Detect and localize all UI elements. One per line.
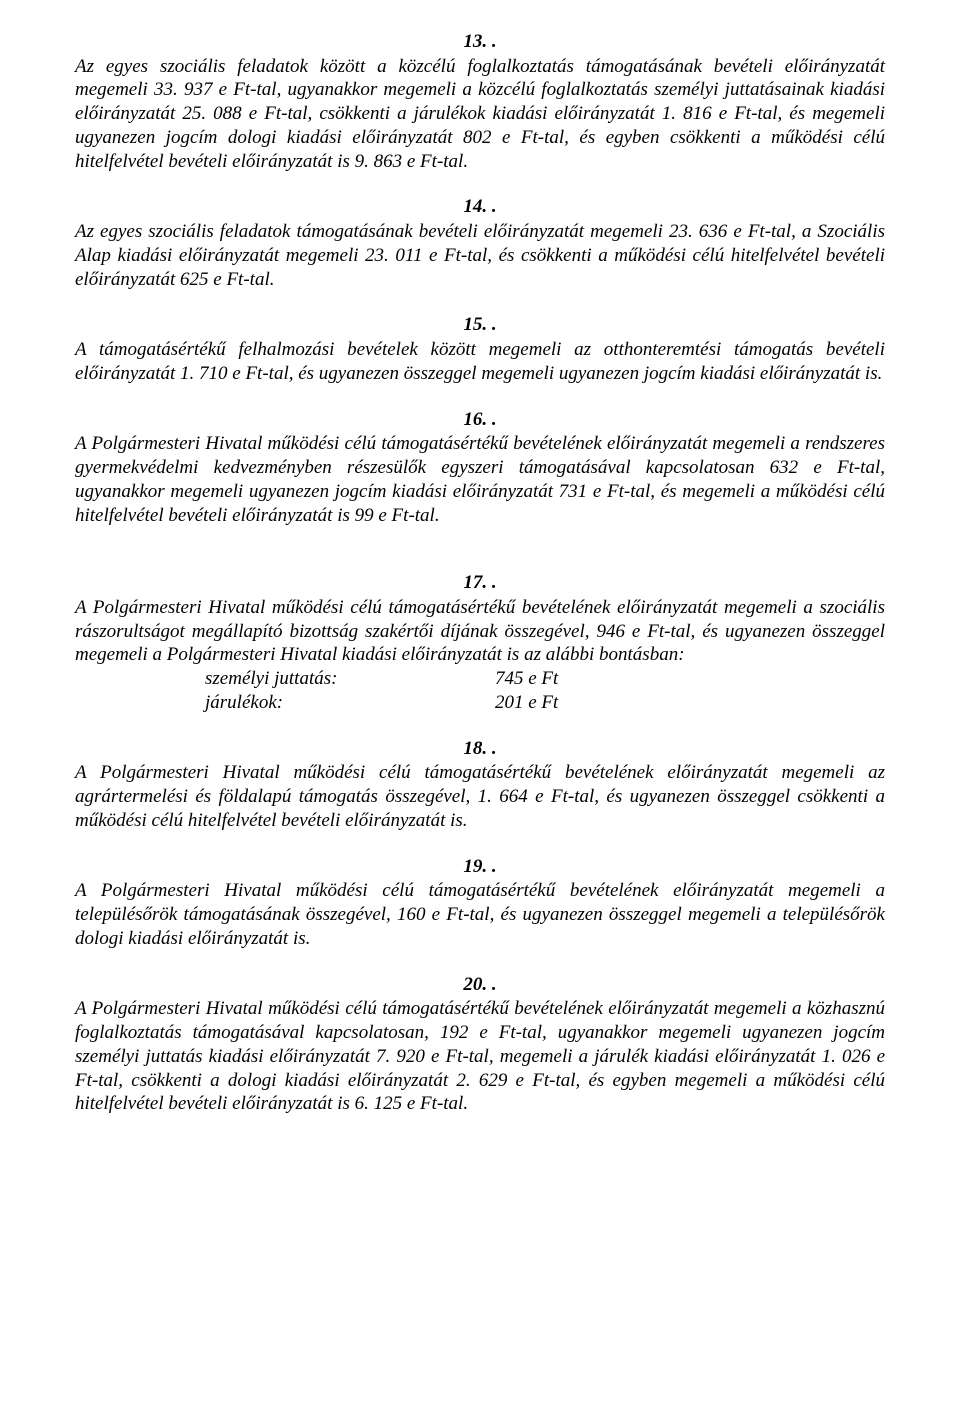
heading-17: 17. . — [75, 571, 885, 596]
body-20: A Polgármesteri Hivatal működési célú tá… — [75, 997, 885, 1116]
body-14: Az egyes szociális feladatok támogatásán… — [75, 220, 885, 291]
kv-block-17: személyi juttatás: 745 e Ft járulékok: 2… — [75, 667, 885, 715]
heading-18: 18. . — [75, 737, 885, 762]
body-13: Az egyes szociális feladatok között a kö… — [75, 55, 885, 174]
kv-row: járulékok: 201 e Ft — [75, 691, 885, 715]
heading-15: 15. . — [75, 313, 885, 338]
heading-13: 13. . — [75, 30, 885, 55]
heading-20: 20. . — [75, 973, 885, 998]
body-15: A támogatásértékű felhalmozási bevételek… — [75, 338, 885, 386]
kv-value: 745 e Ft — [495, 667, 558, 691]
kv-label: járulékok: — [75, 691, 495, 715]
body-17-pre: A Polgármesteri Hivatal működési célú tá… — [75, 596, 885, 667]
kv-label: személyi juttatás: — [75, 667, 495, 691]
document-page: 13. . Az egyes szociális feladatok közöt… — [0, 0, 960, 1416]
spacer — [75, 549, 885, 571]
body-16: A Polgármesteri Hivatal működési célú tá… — [75, 432, 885, 527]
body-19: A Polgármesteri Hivatal működési célú tá… — [75, 879, 885, 950]
heading-19: 19. . — [75, 855, 885, 880]
kv-row: személyi juttatás: 745 e Ft — [75, 667, 885, 691]
body-18: A Polgármesteri Hivatal működési célú tá… — [75, 761, 885, 832]
heading-14: 14. . — [75, 195, 885, 220]
kv-value: 201 e Ft — [495, 691, 558, 715]
heading-16: 16. . — [75, 408, 885, 433]
